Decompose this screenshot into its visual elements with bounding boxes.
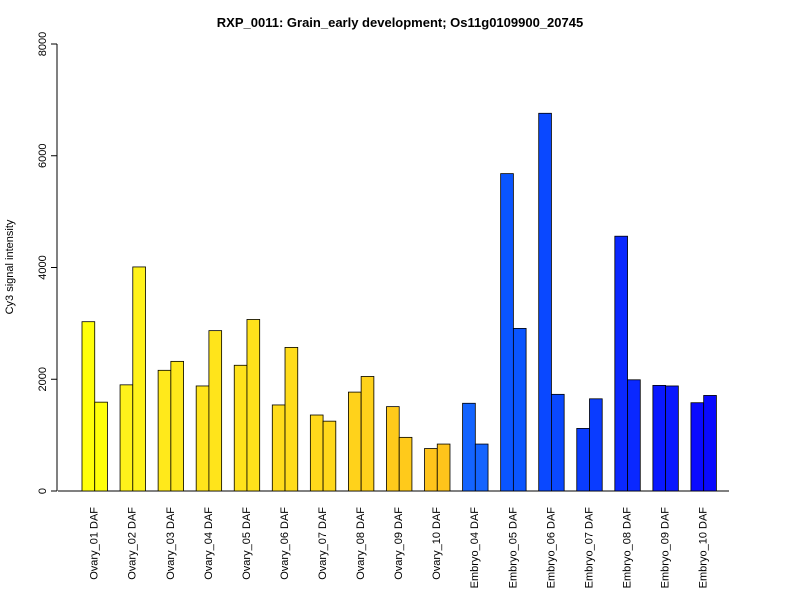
x-tick-label: Ovary_02 DAF bbox=[127, 507, 139, 580]
y-axis-label: Cy3 signal intensity bbox=[4, 219, 16, 314]
bar bbox=[348, 391, 362, 492]
bar bbox=[132, 266, 146, 492]
bar bbox=[386, 406, 400, 492]
x-tick-label: Embryo_09 DAF bbox=[660, 507, 672, 589]
y-tick-label: 6000 bbox=[37, 144, 49, 168]
bar bbox=[500, 173, 514, 492]
x-tick-label: Ovary_06 DAF bbox=[279, 507, 291, 580]
x-tick-label: Ovary_04 DAF bbox=[203, 507, 215, 580]
chart-title: RXP_0011: Grain_early development; Os11g… bbox=[217, 15, 583, 30]
bar bbox=[462, 402, 476, 492]
bar bbox=[551, 393, 565, 492]
bar bbox=[652, 384, 667, 492]
bar bbox=[474, 443, 489, 492]
x-tick-label: Ovary_07 DAF bbox=[317, 507, 329, 580]
bar bbox=[284, 346, 299, 492]
x-tick-label: Ovary_09 DAF bbox=[393, 507, 405, 580]
bar bbox=[576, 428, 590, 492]
x-tick-label: Ovary_01 DAF bbox=[89, 507, 101, 580]
x-tick-label: Ovary_10 DAF bbox=[431, 507, 443, 580]
bar bbox=[271, 404, 286, 492]
y-tick-label: 8000 bbox=[37, 32, 49, 56]
bar bbox=[119, 384, 134, 492]
x-tick-labels: Ovary_01 DAF Ovary_02 DAF Ovary_03 DAF Ovar… bbox=[89, 507, 710, 589]
bar bbox=[665, 385, 679, 492]
bar bbox=[614, 235, 628, 492]
x-tick-label: Embryo_10 DAF bbox=[698, 507, 710, 589]
bar bbox=[690, 402, 705, 492]
bar bbox=[436, 443, 451, 492]
bar bbox=[512, 327, 527, 492]
bar bbox=[627, 379, 641, 492]
x-tick-label: Ovary_05 DAF bbox=[241, 507, 253, 580]
bar bbox=[703, 395, 717, 492]
bar bbox=[309, 414, 324, 492]
x-tick-label: Embryo_08 DAF bbox=[621, 507, 633, 589]
x-tick-label: Ovary_08 DAF bbox=[355, 507, 367, 580]
bar bbox=[157, 369, 172, 492]
bar bbox=[233, 364, 248, 492]
x-tick-label: Embryo_07 DAF bbox=[583, 507, 595, 589]
x-tick-label: Embryo_04 DAF bbox=[469, 507, 481, 589]
bar bbox=[360, 376, 375, 492]
bars bbox=[81, 112, 717, 492]
bar bbox=[424, 448, 438, 492]
x-tick-label: Embryo_05 DAF bbox=[507, 507, 519, 589]
bar bbox=[195, 385, 210, 492]
bar bbox=[94, 401, 108, 492]
bar bbox=[81, 321, 96, 492]
y-tick-label: 4000 bbox=[37, 255, 49, 279]
bar bbox=[538, 112, 552, 492]
bar bbox=[170, 360, 184, 492]
bar bbox=[589, 398, 603, 492]
y-tick-label: 2000 bbox=[37, 367, 49, 391]
bar bbox=[246, 319, 261, 492]
bar bbox=[208, 330, 223, 492]
y-axis: 0 2000 4000 6000 8000 bbox=[37, 32, 58, 494]
bar bbox=[398, 436, 413, 492]
bar bbox=[322, 420, 337, 492]
y-tick-label: 0 bbox=[37, 488, 49, 494]
x-tick-label: Embryo_06 DAF bbox=[545, 507, 557, 589]
x-tick-label: Ovary_03 DAF bbox=[165, 507, 177, 580]
